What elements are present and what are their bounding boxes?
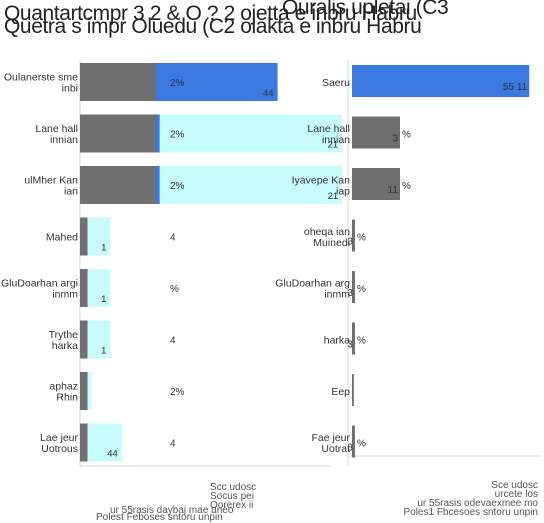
right-data-label: 3 — [392, 134, 398, 145]
right-percent-label: % — [402, 130, 411, 141]
right-category-label: Uotrat — [321, 443, 350, 455]
left-data-label: 44 — [263, 88, 274, 99]
left-category-label: ulMher Kan — [24, 175, 78, 187]
right-bar — [352, 322, 355, 355]
left-bar-segment — [80, 166, 156, 204]
right-bar — [352, 65, 530, 97]
title-line-1: Quantartcmpr 3 2 & O ? 2 ojetta e inbru … — [4, 2, 417, 25]
left-category-label: Lae jeur — [40, 432, 78, 444]
right-category-label: oheqa ian — [304, 226, 350, 238]
left-data-label: 44 — [107, 449, 118, 460]
source-left-3: Oorerex ii — [210, 500, 254, 511]
left-category-label: Oulanerste sme — [4, 72, 78, 84]
right-data-label: 3 — [347, 443, 353, 454]
right-category-label: iap — [336, 186, 350, 198]
source-right-2: urcete los — [494, 489, 538, 500]
left-bar-segment — [156, 166, 160, 204]
source-right-4: Poles1 Fbcesoes sntoru unpin — [403, 507, 538, 518]
title-line-3: Quetra s impr Oluedu (C2 olakta e inbru … — [4, 15, 422, 38]
left-category-label: Rhin — [56, 392, 78, 404]
right-category-label: inmm — [324, 289, 350, 301]
left-bar-segment — [87, 320, 111, 359]
left-category-label: innian — [50, 134, 78, 146]
left-data-label: 21 — [328, 191, 339, 202]
left-percent-label: % — [170, 284, 179, 295]
left-category-label: ian — [64, 186, 78, 198]
right-category-label: GluDoarhan arg — [275, 278, 350, 290]
left-category-label: Mahed — [46, 232, 78, 244]
right-percent-label: % — [357, 336, 366, 347]
right-data-label: 3 — [347, 288, 353, 299]
left-category-label: Lane hall — [35, 123, 78, 135]
left-category-label: Uotrous — [41, 443, 78, 455]
left-category-label: inbi — [62, 83, 78, 95]
right-data-label: 11 — [388, 185, 399, 196]
left-bar-segment — [159, 166, 343, 204]
right-bar — [352, 219, 355, 252]
right-percent-label: % — [357, 284, 366, 295]
left-bar-segment — [80, 423, 88, 462]
right-percent-label: % — [402, 181, 411, 192]
left-percent-label: 2% — [170, 387, 185, 398]
right-bar — [352, 425, 355, 458]
left-percent-label: 2% — [170, 78, 185, 89]
right-category-label: Saeru — [322, 77, 350, 89]
title-line-2: Ouralis upletai (C3 — [282, 0, 449, 19]
left-category-label: aphaz — [49, 381, 78, 393]
left-category-label: Trythe — [49, 329, 79, 341]
left-data-label: 1 — [101, 294, 106, 305]
left-bar-segment — [87, 269, 111, 307]
left-bar-segment — [80, 217, 88, 256]
left-bar-segment — [80, 269, 88, 307]
left-category-label: inmm — [52, 289, 78, 301]
left-bar-segment — [87, 372, 92, 410]
left-bar-segment — [156, 63, 278, 101]
left-category-label: harka — [52, 340, 78, 352]
left-data-label: 1 — [101, 243, 106, 254]
left-percent-label: 2% — [170, 181, 185, 192]
right-bar — [352, 168, 400, 200]
left-percent-label: 4 — [170, 336, 176, 347]
right-bar — [352, 374, 354, 406]
left-percent-label: 4 — [170, 439, 176, 450]
right-category-label: harka — [324, 335, 350, 347]
left-bar-segment — [87, 423, 122, 462]
left-percent-label: 2% — [170, 130, 185, 141]
left-bar-segment — [159, 114, 343, 153]
left-bar-segment — [80, 63, 156, 101]
right-category-label: Lane hall — [307, 123, 350, 135]
right-percent-label: % — [357, 233, 366, 244]
right-category-label: Eep — [331, 386, 350, 398]
right-bar — [352, 116, 400, 149]
left-data-label: 21 — [328, 140, 339, 151]
source-right-3: ur 55rasis odevaexmee mo — [417, 498, 538, 509]
left-bar-segment — [80, 114, 156, 153]
right-data-label: 3 — [347, 237, 353, 248]
right-category-label: Fae jeur — [311, 432, 350, 444]
source-left-1: Scc udosc — [210, 482, 257, 493]
left-data-label: 1 — [101, 346, 106, 357]
left-bar-segment — [87, 217, 111, 256]
chart-title: Quantartcmpr 3 2 & O ? 2 ojetta e inbru … — [0, 0, 544, 40]
left-bar-segment — [156, 114, 160, 153]
right-bar — [352, 271, 355, 303]
source-right-1: Sce udosc — [491, 480, 538, 491]
left-percent-label: 4 — [170, 233, 176, 244]
source-left-4: ur 55rasis daybaj mae uneo — [110, 505, 234, 516]
source-left-2: Socus pei — [210, 491, 254, 502]
source-left-5: Polest Feboses sntoru unpin — [96, 512, 223, 523]
left-bar-segment — [80, 372, 88, 410]
right-percent-label: % — [357, 439, 366, 450]
right-category-label: Iyavepe Kan — [292, 175, 351, 187]
right-data-label: 3 — [347, 340, 353, 351]
right-category-label: Muinedi — [313, 237, 350, 249]
left-bar-segment — [80, 320, 88, 359]
left-category-label: GluDoarhan argi — [1, 278, 78, 290]
right-category-label: innian — [322, 134, 350, 146]
right-data-label: 55 11 — [503, 82, 528, 93]
